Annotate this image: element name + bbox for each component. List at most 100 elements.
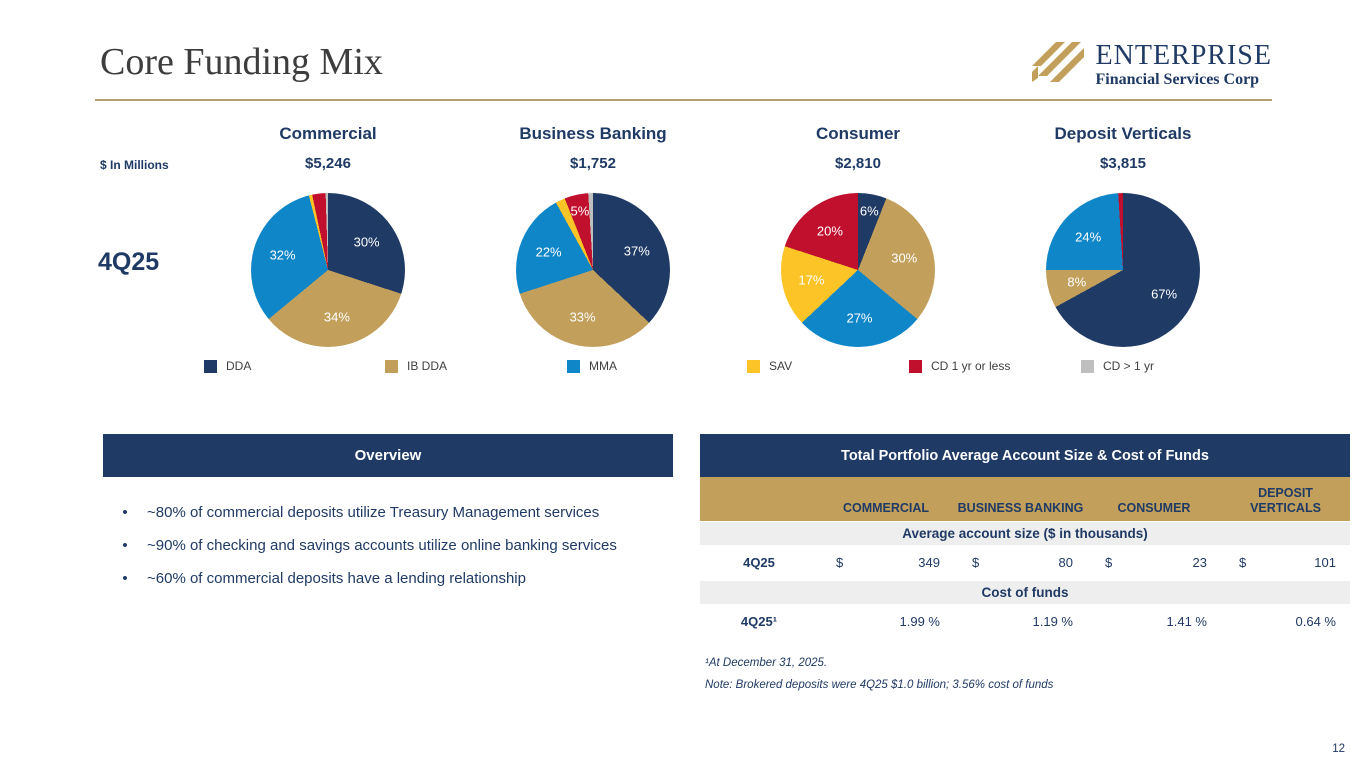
legend-swatch-dda xyxy=(204,359,217,373)
pie-title: Deposit Verticals xyxy=(1054,124,1192,143)
cell-value: 23 xyxy=(1192,555,1207,570)
bullet-text: ~60% of commercial deposits have a lendi… xyxy=(147,570,526,587)
logo-company-name: ENTERPRISE xyxy=(1095,39,1272,71)
pie-chart-commercial: 30% 34% 32% xyxy=(251,193,405,347)
legend-label: CD 1 yr or less xyxy=(931,359,1011,373)
pie-slice-label: 22% xyxy=(535,244,562,260)
table-column-header-consumer: CONSUMER xyxy=(1117,501,1191,515)
currency-symbol: $ xyxy=(972,555,980,570)
overview-panel: Overview • ~80% of commercial deposits u… xyxy=(103,434,673,602)
pie-slice-label: 27% xyxy=(846,310,873,326)
pie-title: Consumer xyxy=(815,124,901,143)
pie-title: Business Banking xyxy=(519,124,667,143)
pie-slice-label: 8% xyxy=(1067,274,1087,290)
cell-value: 1.41 % xyxy=(1166,614,1207,629)
row-label: 4Q25¹ xyxy=(740,614,778,629)
pie-slice-label: 37% xyxy=(623,243,650,259)
legend-item-sav: SAV xyxy=(747,359,792,373)
page-number: 12 xyxy=(1332,743,1345,755)
cell-value: 0.64 % xyxy=(1295,614,1336,629)
currency-symbol: $ xyxy=(836,555,844,570)
units-label: $ In Millions xyxy=(100,158,169,172)
logo-text: ENTERPRISE Financial Services Corp xyxy=(1095,39,1272,88)
pie-slice-label: 24% xyxy=(1075,229,1102,245)
legend-swatch-mma xyxy=(567,359,580,373)
overview-bullet-list: • ~80% of commercial deposits utilize Tr… xyxy=(103,503,673,589)
legend-item-dda: DDA xyxy=(204,359,251,373)
overview-header: Overview xyxy=(103,434,673,477)
legend-swatch-sav xyxy=(747,359,760,373)
pie-slice-label: 34% xyxy=(323,309,350,325)
pie-chart-consumer: 6% 30% 27% 17% 20% xyxy=(781,193,935,347)
pie-chart-deposit-verticals: 67% 8% 24% xyxy=(1046,193,1200,347)
pie-group-deposit-verticals: Deposit Verticals $3,815 67% 8% 24% xyxy=(1028,124,1218,347)
pie-slice-label: 30% xyxy=(891,250,918,266)
pie-total: $5,246 xyxy=(305,155,351,172)
pie-total: $1,752 xyxy=(570,155,616,172)
table-section-cost-of-funds: Cost of funds xyxy=(700,581,1350,604)
pie-slice-label: 17% xyxy=(798,272,825,288)
table-cell: 1.41 % xyxy=(1087,614,1221,629)
table-cell: $ 80 xyxy=(954,555,1087,570)
period-label: 4Q25 xyxy=(98,248,160,276)
legend-label: MMA xyxy=(589,359,617,373)
legend-label: SAV xyxy=(769,359,793,373)
pie-slice-label: 33% xyxy=(569,309,596,325)
pie-chart-business-banking: 37% 33% 22% 5% xyxy=(516,193,670,347)
table-cell: $ 23 xyxy=(1087,555,1221,570)
pie-slice-label: 67% xyxy=(1151,286,1178,302)
legend-item-ib-dda: IB DDA xyxy=(385,359,447,373)
pie-group-business-banking: Business Banking $1,752 37% 33% 22% 5% xyxy=(498,124,688,347)
footnote-date: ¹At December 31, 2025. xyxy=(705,657,828,669)
pie-slice-label: 30% xyxy=(353,234,380,250)
bullet-item: • ~60% of commercial deposits have a len… xyxy=(103,569,673,589)
bullet-glyph: • xyxy=(122,504,128,521)
cell-value: 80 xyxy=(1058,555,1073,570)
company-logo: ENTERPRISE Financial Services Corp xyxy=(1030,38,1272,91)
table-column-header-deposit-verticals: DEPOSIT VERTICALS xyxy=(1250,486,1321,515)
table-cell: $ 101 xyxy=(1221,555,1350,570)
logo-stripes-icon xyxy=(1030,38,1086,91)
table-column-header-business-banking: BUSINESS BANKING xyxy=(957,501,1084,515)
table-cell: 1.19 % xyxy=(954,614,1087,629)
row-label: 4Q25 xyxy=(743,555,775,570)
legend-label: IB DDA xyxy=(407,359,448,373)
legend-item-cd-over-1yr: CD > 1 yr xyxy=(1081,359,1154,373)
bullet-glyph: • xyxy=(122,570,128,587)
page-title: Core Funding Mix xyxy=(100,41,383,83)
table-cell: 0.64 % xyxy=(1221,614,1350,629)
table-row-cost-of-funds: 4Q25¹ 1.99 % 1.19 % 1.41 % 0.64 % xyxy=(700,604,1350,639)
cell-value: 349 xyxy=(918,555,940,570)
pie-slice-label: 5% xyxy=(570,203,590,219)
legend-swatch-cd-1yr-or-less xyxy=(909,359,922,373)
table-section-average-account-size: Average account size ($ in thousands) xyxy=(700,522,1350,545)
legend-label: DDA xyxy=(226,359,252,373)
pie-group-consumer: Consumer $2,810 6% 30% 27% 17% 20% xyxy=(763,124,953,347)
bullet-text: ~90% of checking and savings accounts ut… xyxy=(147,537,617,554)
cell-value: 101 xyxy=(1314,555,1336,570)
portfolio-table: Total Portfolio Average Account Size & C… xyxy=(700,434,1350,639)
table-cell: 1.99 % xyxy=(818,614,954,629)
pie-total: $2,810 xyxy=(835,155,881,172)
pie-title: Commercial xyxy=(279,124,377,143)
title-divider xyxy=(95,99,1272,101)
cell-value: 1.99 % xyxy=(899,614,940,629)
pie-slice-label: 6% xyxy=(859,203,879,219)
table-column-header-blank xyxy=(700,477,818,521)
bullet-text: ~80% of commercial deposits utilize Trea… xyxy=(147,504,600,521)
footnote-brokered-deposits: Note: Brokered deposits were 4Q25 $1.0 b… xyxy=(705,679,1054,691)
currency-symbol: $ xyxy=(1105,555,1113,570)
table-column-header-commercial: COMMERCIAL xyxy=(842,501,930,515)
table-column-header-row: COMMERCIAL BUSINESS BANKING CONSUMER DEP… xyxy=(700,477,1350,521)
table-cell: $ 349 xyxy=(818,555,954,570)
table-row-average-account-size: 4Q25 $ 349 $ 80 $ 23 $ 101 xyxy=(700,545,1350,580)
pie-group-commercial: Commercial $5,246 30% 34% 32% xyxy=(233,124,423,347)
pie-total: $3,815 xyxy=(1100,155,1146,172)
legend-swatch-ib-dda xyxy=(385,359,398,373)
bullet-glyph: • xyxy=(122,537,128,554)
pie-slice-label: 32% xyxy=(269,247,296,263)
table-title: Total Portfolio Average Account Size & C… xyxy=(700,434,1350,477)
bullet-item: • ~90% of checking and savings accounts … xyxy=(103,536,673,556)
bullet-item: • ~80% of commercial deposits utilize Tr… xyxy=(103,503,673,523)
